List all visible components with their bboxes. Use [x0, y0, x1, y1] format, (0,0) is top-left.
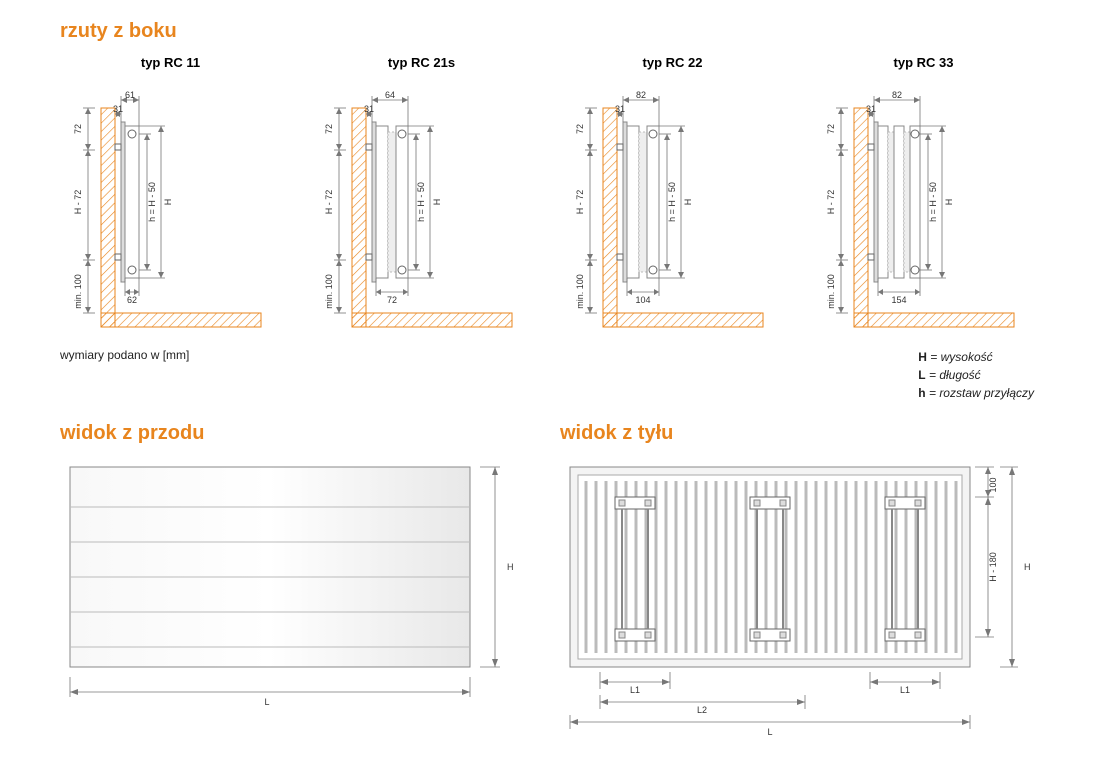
svg-text:82: 82 [635, 90, 645, 100]
svg-text:min. 100: min. 100 [73, 274, 83, 309]
back-l1-right: L1 [900, 685, 910, 695]
svg-text:72: 72 [324, 124, 334, 134]
svg-text:H: H [683, 199, 693, 206]
svg-text:72: 72 [575, 124, 585, 134]
svg-text:min. 100: min. 100 [324, 274, 334, 309]
side-view: typ RC 11 6131 72 H - 72 min. 100 h = H - 50 H… [60, 55, 281, 338]
front-h-label: H [507, 562, 514, 572]
svg-text:min. 100: min. 100 [575, 274, 585, 309]
svg-text:H - 72: H - 72 [826, 190, 836, 215]
side-views-title: rzuty z boku [60, 20, 1034, 43]
svg-text:31: 31 [865, 104, 875, 114]
svg-text:31: 31 [614, 104, 624, 114]
svg-text:H - 72: H - 72 [324, 190, 334, 215]
back-view-title: widok z tyłu [560, 422, 1040, 445]
side-view: typ RC 21s 64 31 72 H - 72 min. 100 h = H - 50… [311, 55, 532, 338]
svg-text:min. 100: min. 100 [826, 274, 836, 309]
svg-text:h = H - 50: h = H - 50 [416, 182, 426, 222]
svg-text:82: 82 [891, 90, 901, 100]
front-view-diagram: H L [60, 457, 520, 727]
svg-text:61: 61 [124, 90, 134, 100]
legend-hh-text: rozstaw przyłączy [939, 386, 1034, 400]
side-diagram: 6131 72 H - 72 min. 100 h = H - 50 H 62 [61, 78, 281, 338]
legend-l-text: długość [939, 368, 980, 382]
legend-h-text: wysokość [941, 350, 993, 364]
back-l: L [767, 727, 772, 737]
svg-text:h = H - 50: h = H - 50 [147, 182, 157, 222]
side-views-row: typ RC 11613172H - 72min. 100h = H - 50H… [60, 55, 1034, 338]
back-top-margin: 100 [988, 477, 998, 492]
svg-text:154: 154 [891, 295, 906, 305]
svg-text:H: H [163, 199, 173, 206]
back-l2: L2 [697, 705, 707, 715]
svg-text:H - 72: H - 72 [575, 190, 585, 215]
front-l-label: L [264, 697, 269, 707]
back-view-diagram: 100 H - 180 H L1 L1 [560, 457, 1040, 747]
svg-text:H: H [944, 199, 954, 206]
svg-text:64: 64 [384, 90, 394, 100]
side-view: typ RC 22 82 31 72 H - 72 min. 100 h = H - 50 H… [562, 55, 783, 338]
svg-text:h = H - 50: h = H - 50 [667, 182, 677, 222]
front-view-title: widok z przodu [60, 422, 520, 445]
type-label: typ RC 11 [60, 55, 281, 70]
side-diagram: 82 31 72 H - 72 min. 100 h = H - 50 H 154 [814, 78, 1034, 338]
type-label: typ RC 33 [813, 55, 1034, 70]
back-h: H [1024, 562, 1031, 572]
svg-text:31: 31 [112, 104, 122, 114]
svg-text:H - 72: H - 72 [73, 190, 83, 215]
svg-text:72: 72 [826, 124, 836, 134]
svg-text:72: 72 [73, 124, 83, 134]
svg-text:62: 62 [126, 295, 136, 305]
units-note: wymiary podano w [mm] [60, 348, 189, 402]
svg-text:h = H - 50: h = H - 50 [928, 182, 938, 222]
svg-text:104: 104 [635, 295, 650, 305]
type-label: typ RC 21s [311, 55, 532, 70]
svg-text:31: 31 [363, 104, 373, 114]
side-diagram: 82 31 72 H - 72 min. 100 h = H - 50 H 104 [563, 78, 783, 338]
side-diagram: 64 31 72 H - 72 min. 100 h = H - 50 H 72 [312, 78, 532, 338]
type-label: typ RC 22 [562, 55, 783, 70]
side-view: typ RC 33 82 31 72 H - 72 min. 100 h = H - 50 H… [813, 55, 1034, 338]
back-l1-left: L1 [630, 685, 640, 695]
legend: H = wysokość L = długość h = rozstaw prz… [918, 348, 1034, 402]
footer-row: wymiary podano w [mm] H = wysokość L = d… [60, 348, 1034, 402]
svg-text:72: 72 [386, 295, 396, 305]
svg-text:H: H [432, 199, 442, 206]
back-h-inner: H - 180 [988, 552, 998, 582]
